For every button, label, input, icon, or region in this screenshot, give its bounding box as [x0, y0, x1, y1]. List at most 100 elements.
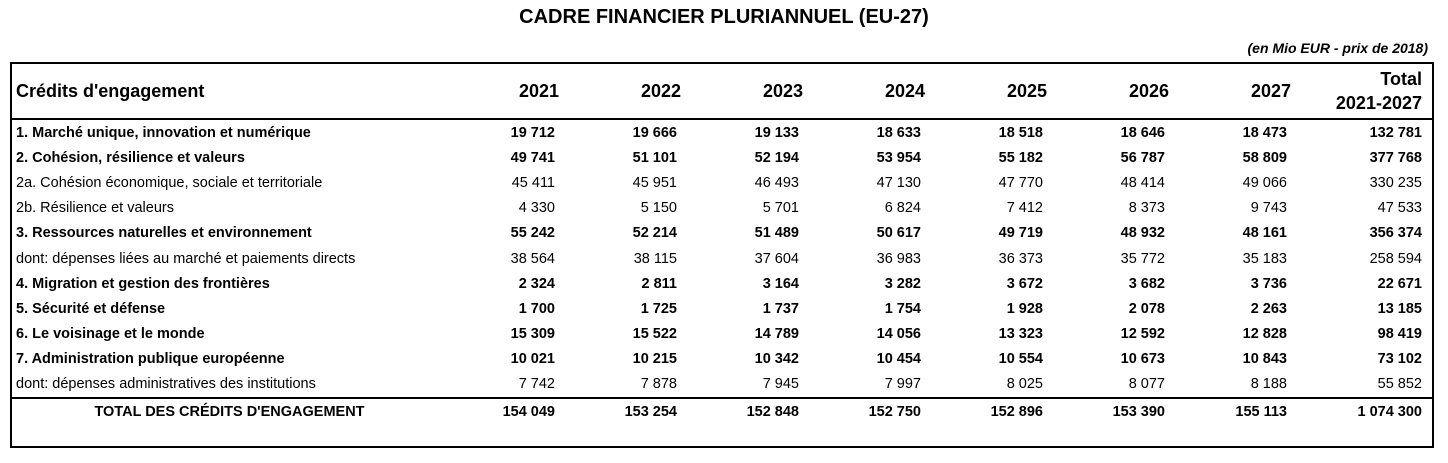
table-row: 2b. Résilience et valeurs 4 330 5 150 5 701…	[12, 196, 1432, 221]
cell-value: 1 928	[1006, 300, 1043, 317]
cell-value: 36 373	[998, 250, 1043, 267]
header-total: Total 2021-2027	[1301, 64, 1432, 120]
cell-value: 6 824	[884, 200, 921, 217]
cell-total: 55 852	[1377, 376, 1422, 393]
cell-value: 3 682	[1128, 275, 1165, 292]
cell-value: 7 412	[1006, 200, 1043, 217]
cell-value: 10 673	[1120, 351, 1165, 368]
cell-value: 10 554	[998, 351, 1043, 368]
cell-value: 36 983	[876, 250, 921, 267]
total-cell-value: 154 049	[447, 397, 569, 426]
row-label: 4. Migration et gestion des frontières	[16, 275, 270, 292]
table-row: 3. Ressources naturelles et environnemen…	[12, 221, 1432, 246]
cell-value: 14 056	[876, 326, 921, 343]
cell-total: 132 781	[1369, 124, 1422, 141]
total-cell-value: 152 750	[813, 397, 935, 426]
table-row: 2a. Cohésion économique, sociale et terr…	[12, 170, 1432, 195]
table-row: 7. Administration publique européenne 10 …	[12, 347, 1432, 372]
cell-value: 19 666	[632, 124, 677, 141]
cell-value: 4 330	[518, 200, 555, 217]
cell-value: 52 214	[632, 225, 677, 242]
cell-value: 35 772	[1120, 250, 1165, 267]
table-row: 4. Migration et gestion des frontières 2 …	[12, 271, 1432, 296]
cell-value: 15 309	[510, 326, 555, 343]
total-cell-value: 155 113	[1179, 397, 1301, 426]
header-year: 2027	[1179, 64, 1301, 120]
header-year: 2026	[1057, 64, 1179, 120]
cell-value: 49 066	[1242, 174, 1287, 191]
header-year: 2021	[447, 64, 569, 120]
unit-note: (en Mio EUR - prix de 2018)	[1247, 40, 1428, 56]
cell-value: 7 945	[762, 376, 799, 393]
row-label: 7. Administration publique européenne	[16, 351, 285, 368]
cell-value: 5 150	[640, 200, 677, 217]
header-total-line2: 2021-2027	[1335, 93, 1422, 113]
cell-value: 35 183	[1242, 250, 1287, 267]
cell-value: 8 077	[1128, 376, 1165, 393]
cell-value: 48 414	[1120, 174, 1165, 191]
cell-value: 47 770	[998, 174, 1043, 191]
total-cell-value: 152 848	[691, 397, 813, 426]
cell-value: 3 282	[884, 275, 921, 292]
cell-value: 3 164	[762, 275, 799, 292]
cell-total: 330 235	[1369, 174, 1422, 191]
cell-value: 2 811	[641, 275, 678, 292]
table-row: 5. Sécurité et défense 1 700 1 725 1 737 1 7…	[12, 296, 1432, 321]
table-body: 1. Marché unique, innovation et numériqu…	[12, 119, 1432, 426]
table-row: dont: dépenses liées au marché et paieme…	[12, 246, 1432, 271]
row-label: dont: dépenses liées au marché et paieme…	[16, 250, 356, 267]
cell-value: 47 130	[876, 174, 921, 191]
cell-value: 10 843	[1242, 351, 1287, 368]
cell-total: 258 594	[1369, 250, 1422, 267]
cell-total: 73 102	[1377, 351, 1422, 368]
cell-value: 58 809	[1242, 149, 1287, 166]
cell-value: 1 725	[640, 300, 677, 317]
header-label: Crédits d'engagement	[12, 64, 447, 120]
cell-value: 8 025	[1006, 376, 1043, 393]
cell-value: 15 522	[632, 326, 677, 343]
cell-value: 56 787	[1120, 149, 1165, 166]
row-label: 3. Ressources naturelles et environnemen…	[16, 225, 312, 242]
mff-table: Crédits d'engagement 2021 2022 2023 2024…	[12, 64, 1432, 426]
cell-value: 55 242	[510, 225, 555, 242]
cell-value: 8 373	[1128, 200, 1165, 217]
table-row: 6. Le voisinage et le monde 15 309 15 522 1…	[12, 322, 1432, 347]
cell-value: 38 115	[633, 250, 677, 267]
cell-value: 2 324	[518, 275, 555, 292]
cell-value: 12 592	[1120, 326, 1165, 343]
cell-value: 53 954	[876, 149, 921, 166]
cell-value: 50 617	[876, 225, 921, 242]
row-label: 2. Cohésion, résilience et valeurs	[16, 149, 245, 166]
table-row: 2. Cohésion, résilience et valeurs 49 741…	[12, 145, 1432, 170]
header-row: Crédits d'engagement 2021 2022 2023 2024…	[12, 64, 1432, 120]
cell-value: 1 737	[762, 300, 799, 317]
cell-value: 19 133	[754, 124, 799, 141]
header-total-line1: Total	[1380, 69, 1422, 89]
cell-total: 356 374	[1369, 225, 1422, 242]
cell-total: 22 671	[1377, 275, 1422, 292]
cell-total: 377 768	[1369, 149, 1422, 166]
cell-total: 47 533	[1377, 200, 1422, 217]
cell-value: 51 101	[632, 149, 677, 166]
cell-value: 18 646	[1120, 124, 1165, 141]
cell-value: 7 878	[640, 376, 677, 393]
cell-value: 9 743	[1250, 200, 1287, 217]
cell-value: 38 564	[510, 250, 555, 267]
cell-value: 52 194	[754, 149, 799, 166]
cell-value: 48 161	[1242, 225, 1287, 242]
header-year: 2024	[813, 64, 935, 120]
table-row: 1. Marché unique, innovation et numériqu…	[12, 119, 1432, 145]
cell-total: 13 185	[1377, 300, 1422, 317]
cell-value: 7 997	[884, 376, 921, 393]
row-label: 2b. Résilience et valeurs	[16, 200, 174, 217]
total-row: TOTAL DES CRÉDITS D'ENGAGEMENT 154 049 153…	[12, 397, 1432, 426]
cell-value: 18 518	[998, 124, 1043, 141]
cell-value: 14 789	[754, 326, 799, 343]
total-cell-value: 153 254	[569, 397, 691, 426]
cell-value: 49 719	[998, 225, 1043, 242]
row-label: dont: dépenses administratives des insti…	[16, 376, 316, 393]
document-title: CADRE FINANCIER PLURIANNUEL (EU-27)	[519, 6, 929, 28]
cell-total: 98 419	[1377, 326, 1422, 343]
cell-value: 7 742	[518, 376, 555, 393]
cell-value: 37 604	[754, 250, 799, 267]
